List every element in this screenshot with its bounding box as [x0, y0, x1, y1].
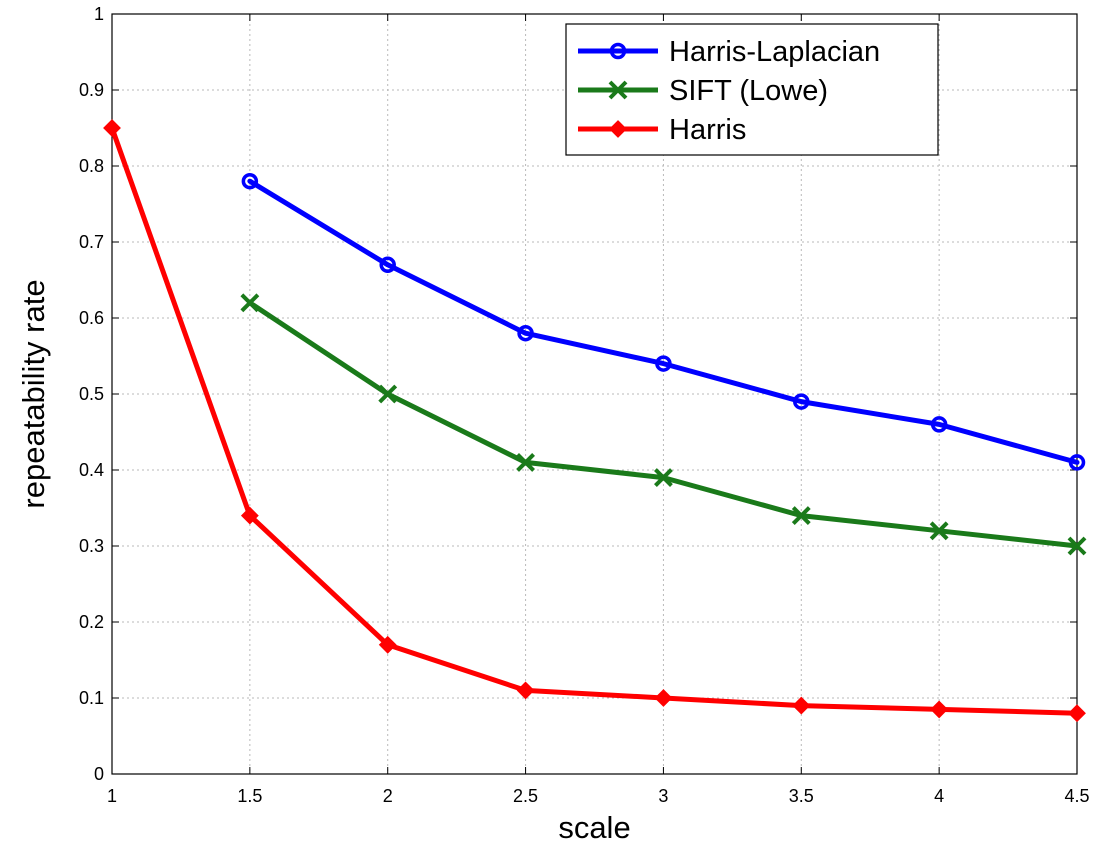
- legend-item: Harris: [578, 114, 746, 146]
- ticks: 1 1.5 2 2.5 3 3.5 4 4.5 0 0.1 0.2 0.3 0.4 0.5 0.6 0.7 0.…: [79, 4, 1090, 806]
- y-tick-label: 0.1: [79, 688, 104, 708]
- data-point: [1068, 454, 1086, 471]
- legend-label: Harris: [669, 114, 746, 146]
- data-point: [240, 293, 260, 313]
- y-tick-label: 0.2: [79, 612, 104, 632]
- x-tick-label: 1: [107, 786, 117, 806]
- data-point: [379, 256, 396, 274]
- y-tick-label: 1: [94, 4, 104, 24]
- data-point: [1068, 704, 1086, 723]
- x-tick-label: 1.5: [237, 786, 262, 806]
- data-point: [240, 506, 259, 525]
- series: [103, 119, 1087, 723]
- legend-label: SIFT (Lowe): [669, 75, 828, 107]
- x-tick-label: 2: [383, 786, 393, 806]
- x-tick-label: 4: [934, 786, 944, 806]
- data-point: [103, 119, 121, 137]
- y-tick-label: 0.4: [79, 460, 104, 480]
- data-point: [241, 172, 259, 190]
- data-point: [655, 355, 672, 372]
- data-point: [517, 324, 534, 342]
- series-1: [241, 172, 1086, 471]
- data-point: [792, 696, 811, 715]
- series-line: [109, 125, 1080, 716]
- data-point: [930, 700, 949, 719]
- legend-marker: [608, 80, 628, 100]
- y-tick-label: 0.6: [79, 308, 104, 328]
- data-point: [654, 468, 673, 488]
- data-point: [378, 635, 397, 654]
- y-tick-label: 0.5: [79, 384, 104, 404]
- y-tick-label: 0.8: [79, 156, 104, 176]
- x-tick-label: 2.5: [513, 786, 538, 806]
- series-line: [247, 178, 1080, 465]
- data-point: [516, 452, 535, 472]
- x-tick-label: 4.5: [1064, 786, 1089, 806]
- data-point: [378, 384, 398, 404]
- data-point: [791, 506, 811, 526]
- x-axis-label: scale: [558, 810, 630, 845]
- data-point: [793, 393, 810, 410]
- legend-item: Harris-Laplacian: [578, 36, 880, 68]
- y-tick-label: 0.7: [79, 232, 104, 252]
- y-tick-label: 0: [94, 764, 104, 784]
- data-point: [516, 681, 535, 700]
- legend-item: SIFT (Lowe): [578, 75, 828, 107]
- x-tick-label: 3: [658, 786, 668, 806]
- legend-marker: [609, 42, 627, 60]
- data-point: [1067, 536, 1087, 556]
- legend-label: Harris-Laplacian: [669, 36, 880, 68]
- x-tick-label: 3.5: [789, 786, 814, 806]
- y-tick-label: 0.3: [79, 536, 104, 556]
- data-point: [930, 416, 948, 433]
- data-point: [929, 521, 949, 541]
- series-3: [103, 119, 1086, 723]
- legend-marker: [609, 120, 627, 138]
- series-2: [240, 293, 1087, 556]
- y-tick-label: 0.9: [79, 80, 104, 100]
- data-point: [654, 689, 673, 707]
- legend: Harris-Laplacian SIFT (Lowe) Harris: [565, 23, 939, 156]
- y-axis-label: repeatability rate: [16, 279, 51, 508]
